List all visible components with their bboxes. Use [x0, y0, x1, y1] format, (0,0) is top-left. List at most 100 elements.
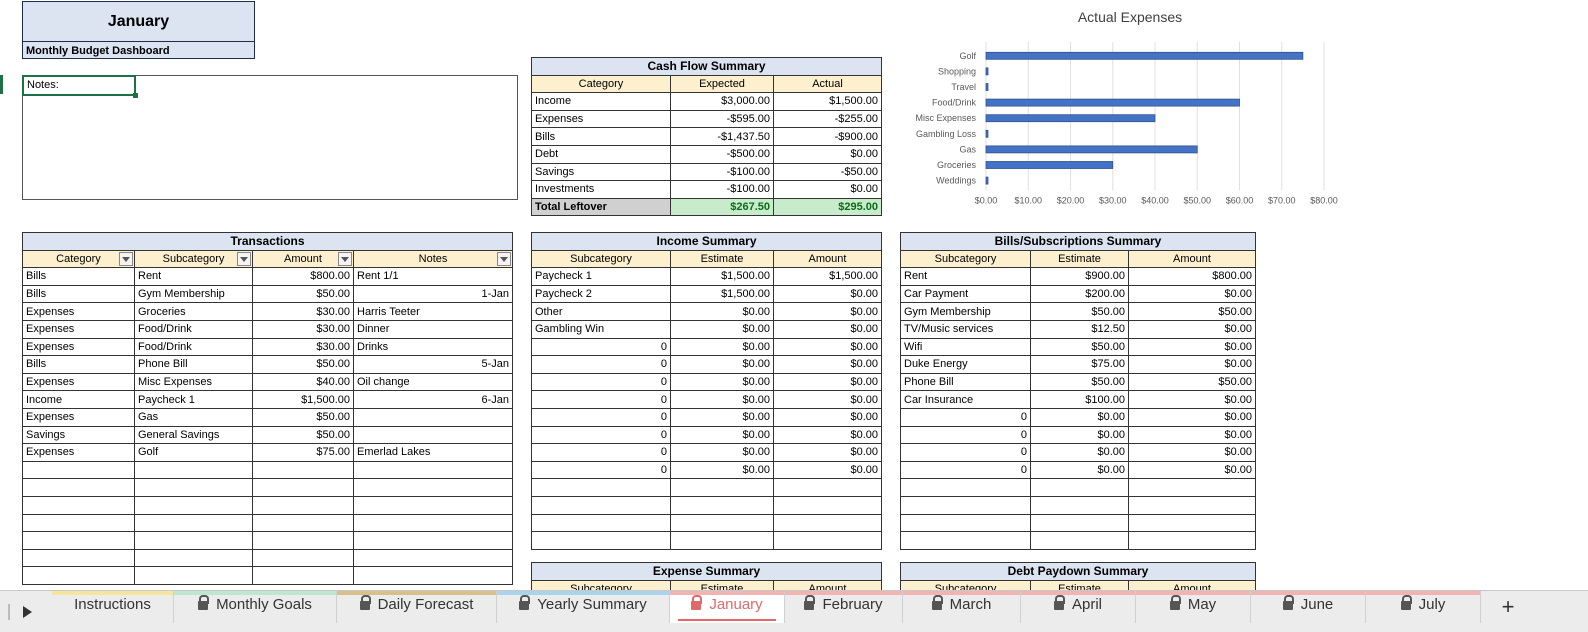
table-cell[interactable]	[772, 513, 883, 533]
table-cell[interactable]: $1,500.00	[670, 284, 774, 304]
scroll-tabs-right-icon[interactable]	[8, 595, 44, 625]
column-header[interactable]: Subcategory	[900, 249, 1031, 269]
table-cell[interactable]	[772, 495, 883, 515]
bar-groceries[interactable]	[985, 161, 1114, 169]
table-cell[interactable]: $30.00	[252, 337, 354, 357]
table-cell[interactable]: General Savings	[134, 425, 253, 445]
table-cell[interactable]	[22, 548, 135, 568]
column-header[interactable]: Estimate	[1030, 249, 1129, 269]
table-cell[interactable]: Car Payment	[900, 284, 1031, 304]
table-cell[interactable]: $50.00	[252, 355, 354, 374]
table-cell[interactable]	[531, 495, 671, 515]
sheet-tab-march[interactable]: March	[903, 591, 1021, 623]
table-cell[interactable]	[900, 478, 1031, 497]
table-cell[interactable]: $0.00	[772, 284, 883, 304]
column-header[interactable]: Amount	[252, 249, 354, 269]
table-cell[interactable]: 0	[900, 460, 1031, 480]
table-cell[interactable]: $0.00	[772, 425, 883, 445]
table-cell[interactable]: Emerlad Lakes	[352, 443, 514, 462]
table-cell[interactable]: $3,000.00	[670, 92, 774, 111]
table-cell[interactable]	[134, 548, 253, 568]
table-cell[interactable]	[1128, 513, 1256, 533]
table-cell[interactable]: Car Insurance	[900, 390, 1031, 409]
table-cell[interactable]	[670, 495, 774, 515]
sheet-tab-july[interactable]: July	[1366, 591, 1481, 623]
add-sheet-button[interactable]: +	[1501, 594, 1515, 619]
sheet-tab-may[interactable]: May	[1136, 591, 1251, 623]
table-cell[interactable]	[1128, 531, 1256, 550]
table-cell[interactable]	[252, 495, 354, 515]
table-cell[interactable]: $75.00	[252, 443, 354, 462]
table-cell[interactable]: $50.00	[252, 284, 354, 304]
table-cell[interactable]: Oil change	[352, 372, 514, 392]
bar-travel[interactable]	[985, 83, 989, 91]
table-cell[interactable]	[134, 513, 253, 533]
column-header[interactable]: Notes	[352, 249, 514, 269]
table-cell[interactable]: Phone Bill	[900, 372, 1031, 392]
table-cell[interactable]	[352, 425, 514, 445]
table-cell[interactable]: $0.00	[772, 337, 883, 357]
table-cell[interactable]: Golf	[134, 443, 253, 462]
table-cell[interactable]: 0	[900, 407, 1031, 427]
table-cell[interactable]: $50.00	[1030, 337, 1129, 357]
table-cell[interactable]: $0.00	[670, 443, 774, 462]
table-cell[interactable]: Paycheck 1	[531, 267, 671, 286]
table-cell[interactable]	[352, 548, 514, 568]
filter-dropdown-icon[interactable]	[338, 251, 352, 266]
table-cell[interactable]	[900, 531, 1031, 550]
table-cell[interactable]: Gambling Win	[531, 319, 671, 339]
table-cell[interactable]: $0.00	[1128, 425, 1256, 445]
table-cell[interactable]: Food/Drink	[134, 337, 253, 357]
table-cell[interactable]: $900.00	[1030, 267, 1129, 286]
table-cell[interactable]: $0.00	[1128, 337, 1256, 357]
column-header[interactable]: Actual	[772, 74, 883, 94]
bar-misc-expenses[interactable]	[985, 114, 1156, 123]
table-cell[interactable]	[772, 531, 883, 550]
table-cell[interactable]: $1,500.00	[772, 267, 883, 286]
table-cell[interactable]: $0.00	[1128, 355, 1256, 374]
table-cell[interactable]	[252, 460, 354, 480]
table-cell[interactable]	[134, 531, 253, 550]
table-cell[interactable]	[1030, 531, 1129, 550]
table-cell[interactable]: $0.00	[1030, 460, 1129, 480]
total-label[interactable]: Total Leftover	[531, 197, 671, 217]
sheet-tab-january[interactable]: January	[670, 591, 785, 623]
table-cell[interactable]	[352, 460, 514, 480]
table-cell[interactable]: Rent	[900, 267, 1031, 286]
table-cell[interactable]: Savings	[22, 425, 135, 445]
table-cell[interactable]	[1128, 478, 1256, 497]
bar-weddings[interactable]	[985, 176, 989, 185]
column-header[interactable]: Subcategory	[134, 249, 253, 269]
bar-food-drink[interactable]	[985, 98, 1240, 107]
table-cell[interactable]: $1,500.00	[252, 390, 354, 409]
sheet-tab-april[interactable]: April	[1021, 591, 1136, 623]
table-cell[interactable]: Income	[531, 92, 671, 111]
table-cell[interactable]: $0.00	[670, 460, 774, 480]
bar-gas[interactable]	[985, 145, 1198, 154]
table-cell[interactable]: 0	[531, 425, 671, 445]
table-cell[interactable]	[772, 478, 883, 497]
table-cell[interactable]: 0	[531, 407, 671, 427]
table-cell[interactable]: -$255.00	[772, 109, 883, 129]
table-cell[interactable]: Rent	[134, 267, 253, 286]
table-cell[interactable]: $0.00	[772, 390, 883, 409]
sheet-tab-february[interactable]: February	[785, 591, 903, 623]
table-cell[interactable]	[1030, 513, 1129, 533]
table-cell[interactable]: -$100.00	[670, 180, 774, 199]
table-cell[interactable]: -$1,437.50	[670, 127, 774, 146]
table-cell[interactable]: $0.00	[1128, 284, 1256, 304]
table-cell[interactable]: $0.00	[1128, 407, 1256, 427]
table-cell[interactable]: $0.00	[772, 144, 883, 164]
column-header[interactable]: Amount	[772, 249, 883, 269]
table-cell[interactable]	[252, 531, 354, 550]
table-cell[interactable]: Debt	[531, 144, 671, 164]
table-cell[interactable]: $0.00	[670, 355, 774, 374]
table-cell[interactable]: -$100.00	[670, 162, 774, 182]
table-cell[interactable]	[1128, 495, 1256, 515]
table-cell[interactable]: 0	[531, 390, 671, 409]
notes-area[interactable]: Notes:	[22, 75, 518, 200]
table-cell[interactable]: Expenses	[22, 337, 135, 357]
table-cell[interactable]: $50.00	[1128, 372, 1256, 392]
table-cell[interactable]: Dinner	[352, 319, 514, 339]
table-cell[interactable]: $50.00	[1128, 302, 1256, 321]
